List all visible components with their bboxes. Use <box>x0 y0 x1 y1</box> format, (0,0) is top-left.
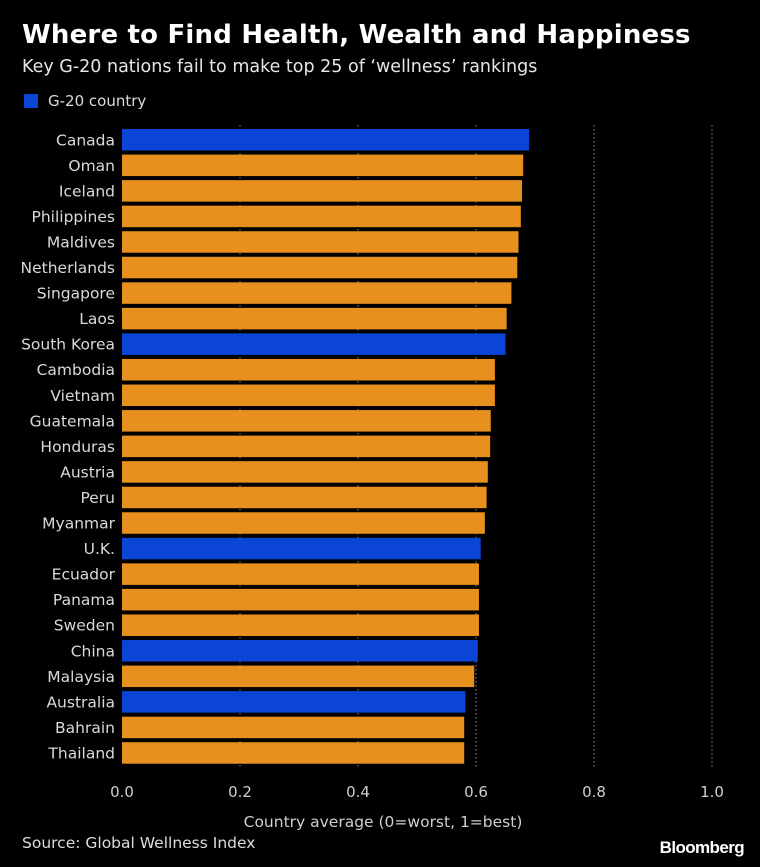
source-note: Source: Global Wellness Index <box>22 834 256 852</box>
category-label: Sweden <box>54 617 115 635</box>
x-tick-label: 0.0 <box>110 783 134 801</box>
x-tick-label: 0.6 <box>464 783 488 801</box>
bar <box>122 512 485 534</box>
category-label: Ecuador <box>52 566 116 584</box>
bar <box>122 358 495 381</box>
bar <box>122 384 495 407</box>
legend-swatch <box>24 94 38 108</box>
bar <box>122 231 519 253</box>
bar <box>122 665 475 688</box>
bar <box>122 307 507 330</box>
category-label: Iceland <box>59 182 115 200</box>
chart-title: Where to Find Health, Wealth and Happine… <box>22 20 691 50</box>
category-label: Oman <box>68 157 115 175</box>
x-tick-label: 0.8 <box>582 783 606 801</box>
category-label: Austria <box>60 463 115 481</box>
x-axis-label: Country average (0=worst, 1=best) <box>244 813 523 831</box>
legend-label: G-20 country <box>48 92 147 110</box>
bar <box>122 742 465 764</box>
brand-logo: Bloomberg <box>659 838 745 857</box>
category-label: Maldives <box>47 233 115 251</box>
bar <box>122 154 524 177</box>
category-label: China <box>71 642 115 660</box>
category-label: Myanmar <box>42 515 115 533</box>
category-label: Guatemala <box>30 412 115 430</box>
category-label: Panama <box>53 591 115 609</box>
x-tick-label: 0.4 <box>346 783 370 801</box>
bar <box>122 282 512 304</box>
bar <box>122 205 521 228</box>
category-label: Honduras <box>40 438 115 456</box>
bar <box>122 588 479 611</box>
legend: G-20 country <box>24 92 146 110</box>
chart-subtitle: Key G-20 nations fail to make top 25 of … <box>22 57 538 77</box>
category-label: Laos <box>79 310 115 328</box>
category-label: Thailand <box>47 744 115 762</box>
bar <box>122 256 518 279</box>
bar <box>122 640 478 662</box>
bar <box>122 614 479 636</box>
category-label: Cambodia <box>37 361 115 379</box>
category-label: Malaysia <box>47 668 115 686</box>
category-label: Netherlands <box>21 259 115 277</box>
category-label: Philippines <box>31 208 115 226</box>
bar <box>122 129 530 151</box>
category-label: South Korea <box>21 336 115 354</box>
category-label: Peru <box>80 489 115 507</box>
category-label: Australia <box>46 693 115 711</box>
bar <box>122 563 479 585</box>
category-label: Canada <box>56 131 115 149</box>
bar <box>122 410 491 432</box>
category-label: Bahrain <box>55 719 115 737</box>
bar <box>122 691 466 713</box>
x-tick-label: 0.2 <box>228 783 252 801</box>
x-tick-label: 1.0 <box>700 783 724 801</box>
bar <box>122 180 523 202</box>
category-label: Vietnam <box>50 387 115 405</box>
bar <box>122 486 487 509</box>
category-label: Singapore <box>37 285 115 303</box>
bar <box>122 537 481 560</box>
category-label: U.K. <box>84 540 115 558</box>
bar <box>122 333 506 355</box>
bar <box>122 716 465 739</box>
bar <box>122 461 488 483</box>
bar <box>122 435 491 458</box>
